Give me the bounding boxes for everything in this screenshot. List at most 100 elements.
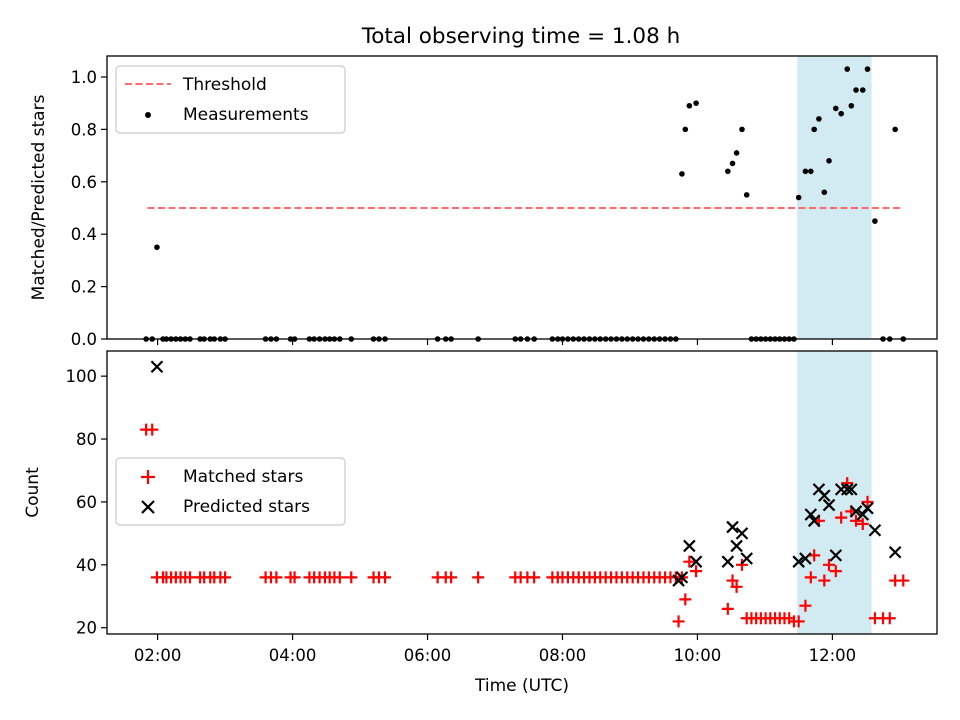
matched-stars-point <box>472 571 485 584</box>
predicted-stars-point <box>689 555 703 568</box>
predicted-stars-point <box>868 523 882 537</box>
measurement-point <box>821 189 828 196</box>
top-ytick-label: 0.4 <box>71 225 97 244</box>
predicted-stars-point <box>807 514 821 528</box>
measurement-point <box>802 168 809 175</box>
measurement-point <box>859 87 866 93</box>
bottom-highlight-span <box>797 351 872 634</box>
legend-measurements-label: Measurements <box>183 105 309 125</box>
bottom-ytick-label: 60 <box>76 493 97 512</box>
top-axes-frame <box>106 55 938 340</box>
matched-stars-point <box>528 571 541 584</box>
legend-threshold-label: Threshold <box>182 75 267 95</box>
legend-matched-swatch <box>141 470 155 484</box>
measurement-point <box>693 100 699 106</box>
matched-stars-point <box>856 517 869 530</box>
bottom-axes-frame <box>106 350 938 635</box>
matched-stars-point <box>735 558 748 571</box>
top-y-axis: 0.0 0.2 0.4 0.6 0.8 1.0 <box>71 68 107 349</box>
legend-measurements-swatch <box>145 112 151 118</box>
matched-stars-point <box>808 549 821 562</box>
bottom-xtick-label: 10:00 <box>674 646 722 665</box>
bottom-y-axis: 20 40 60 80 100 <box>66 367 107 638</box>
matched-stars-point <box>219 571 232 584</box>
measurement-point <box>795 194 802 201</box>
measurement-point <box>826 158 832 164</box>
predicted-stars-point <box>861 501 874 515</box>
measurement-point <box>682 126 689 133</box>
matched-stars-point <box>184 571 196 584</box>
bottom-marks <box>140 360 910 628</box>
legend-predicted-label: Predicted stars <box>183 497 310 517</box>
top-ytick-label: 0.6 <box>71 173 97 192</box>
measurement-point <box>811 126 817 133</box>
bottom-ytick-label: 80 <box>76 430 97 449</box>
measurement-point <box>808 168 814 175</box>
matched-stars-point <box>818 574 831 587</box>
matched-stars-point <box>683 555 696 568</box>
predicted-stars-point <box>804 508 818 521</box>
bottom-y-axis-label: Count <box>23 467 43 518</box>
bottom-ytick-label: 40 <box>76 556 97 575</box>
predicted-stars-point <box>721 555 735 568</box>
bottom-xtick-label: 02:00 <box>134 646 182 665</box>
predicted-stars-point <box>840 483 854 496</box>
matched-stars-point <box>690 565 703 578</box>
matched-stars-point <box>730 580 743 593</box>
predicted-stars-point <box>856 508 870 521</box>
bottom-xtick-label: 08:00 <box>539 646 587 665</box>
top-x-axis <box>157 339 834 345</box>
bottom-x-axis-label: Time (UTC) <box>474 676 569 696</box>
matched-stars-point <box>679 593 692 606</box>
predicted-stars-point <box>829 549 843 562</box>
matched-stars-point <box>672 615 685 628</box>
matched-stars-point <box>841 477 854 490</box>
matched-stars-point <box>445 571 458 584</box>
matched-stars-point <box>850 514 863 527</box>
measurement-point <box>725 168 731 175</box>
bottom-legend-box <box>115 457 346 526</box>
top-ytick-label: 0.2 <box>71 278 97 297</box>
measurement-point <box>832 105 839 112</box>
predicted-stars-point <box>730 539 743 553</box>
predicted-stars-point <box>792 555 805 568</box>
top-ytick-label: 1.0 <box>71 68 97 87</box>
measurement-point <box>853 87 859 93</box>
matched-stars-point <box>883 612 896 625</box>
matched-stars-point <box>835 511 848 524</box>
measurement-point <box>679 171 685 177</box>
top-legend-box <box>115 65 346 134</box>
measurement-point <box>838 110 844 117</box>
matched-stars-point <box>799 599 812 612</box>
measurement-point <box>729 160 736 167</box>
figure-title: Total observing time = 1.08 h <box>361 24 681 49</box>
bottom-x-axis: 02:00 04:00 06:00 08:00 10:00 12:00 <box>134 634 856 665</box>
top-ytick-label: 0.0 <box>71 330 97 349</box>
matched-stars-point <box>726 574 739 587</box>
top-legend: Threshold Measurements <box>115 65 346 134</box>
measurement-point <box>739 126 745 133</box>
matched-stars-point <box>379 571 392 584</box>
legend-matched-label: Matched stars <box>183 467 303 487</box>
bottom-legend: Matched stars Predicted stars <box>115 457 346 526</box>
bottom-ytick-label: 20 <box>76 619 97 638</box>
legend-predicted-swatch <box>141 500 155 514</box>
predicted-stars-point <box>735 527 749 540</box>
predicted-stars-point <box>150 360 164 373</box>
predicted-stars-point <box>683 539 696 553</box>
predicted-stars-point <box>888 545 902 559</box>
measurement-point <box>154 244 160 251</box>
predicted-stars-point <box>675 571 689 584</box>
matched-stars-point <box>270 571 283 584</box>
matched-stars-point <box>804 571 817 584</box>
predicted-stars-point <box>849 505 863 518</box>
matched-stars-point <box>333 571 346 584</box>
measurement-point <box>872 218 878 224</box>
measurement-point <box>733 150 740 156</box>
predicted-stars-point <box>845 483 858 496</box>
predicted-stars-point <box>822 498 836 512</box>
predicted-stars-point <box>726 520 739 534</box>
measurement-point <box>864 66 871 72</box>
matched-stars-point <box>829 565 842 578</box>
matched-stars-point <box>897 574 910 587</box>
